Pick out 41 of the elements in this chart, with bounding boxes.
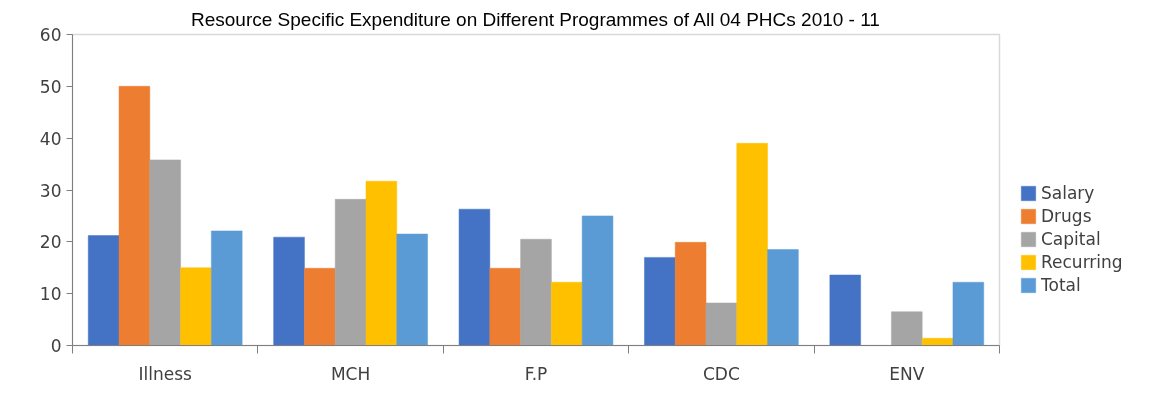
y-tick-label: 0 xyxy=(50,336,62,356)
x-tick-label: CDC xyxy=(702,363,740,384)
bar xyxy=(211,230,243,346)
y-tick-label: 10 xyxy=(39,284,62,305)
chart-title: Resource Specific Expenditure on Different Programmes of All 04 PHCs 2010 - 11 xyxy=(191,8,880,30)
bar xyxy=(674,242,707,346)
bar xyxy=(705,302,738,346)
legend-label: Drugs xyxy=(1041,206,1092,226)
x-tick-label: ENV xyxy=(889,363,925,384)
bar xyxy=(88,235,120,346)
bar xyxy=(736,143,768,346)
bar xyxy=(551,282,583,346)
bar xyxy=(581,215,614,346)
bar xyxy=(396,233,428,346)
bar xyxy=(644,257,676,346)
x-tick-label: Illness xyxy=(138,363,193,384)
legend-label: Recurring xyxy=(1041,252,1123,272)
y-tick-label: 20 xyxy=(39,232,62,253)
y-tick-label: 50 xyxy=(39,76,62,97)
legend-label: Capital xyxy=(1041,229,1101,249)
bar xyxy=(891,311,923,346)
x-tick-label: MCH xyxy=(330,363,371,384)
bar xyxy=(149,159,181,346)
bar xyxy=(458,208,491,346)
bar xyxy=(365,180,398,346)
bar xyxy=(520,238,552,346)
bar xyxy=(489,268,521,346)
legend-label: Salary xyxy=(1041,183,1095,203)
bar xyxy=(334,199,367,346)
bar xyxy=(952,282,984,346)
bar xyxy=(273,236,305,346)
bar xyxy=(304,268,336,346)
legend-label: Total xyxy=(1041,275,1081,295)
bar xyxy=(829,274,861,346)
bar xyxy=(767,249,799,346)
y-tick-label: 40 xyxy=(39,128,62,149)
x-tick-label: F.P xyxy=(524,363,548,384)
bar xyxy=(180,267,212,346)
bar xyxy=(118,86,151,346)
y-tick-label: 60 xyxy=(39,25,62,45)
y-tick-label: 30 xyxy=(39,180,62,201)
